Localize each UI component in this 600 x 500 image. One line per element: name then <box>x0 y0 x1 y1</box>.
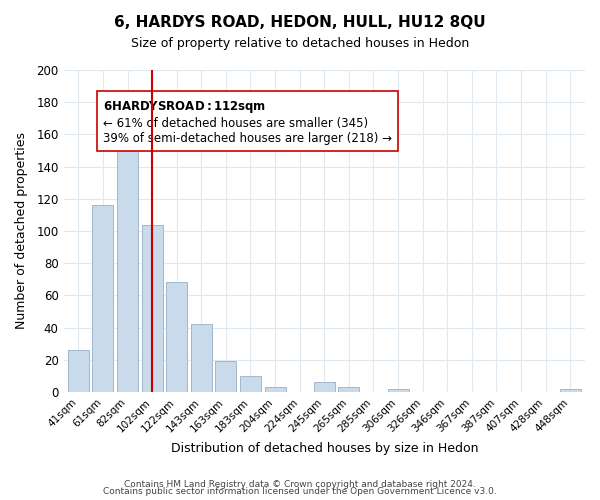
Text: Size of property relative to detached houses in Hedon: Size of property relative to detached ho… <box>131 38 469 51</box>
Text: Contains public sector information licensed under the Open Government Licence v3: Contains public sector information licen… <box>103 488 497 496</box>
Text: 6, HARDYS ROAD, HEDON, HULL, HU12 8QU: 6, HARDYS ROAD, HEDON, HULL, HU12 8QU <box>114 15 486 30</box>
Bar <box>265 387 286 392</box>
Bar <box>92 205 113 392</box>
Bar <box>338 387 359 392</box>
Bar <box>314 382 335 392</box>
Text: $\bf{6 HARDYS ROAD: 112sqm}$
← 61% of detached houses are smaller (345)
39% of s: $\bf{6 HARDYS ROAD: 112sqm}$ ← 61% of de… <box>103 99 392 145</box>
Bar <box>68 350 89 392</box>
Bar <box>560 388 581 392</box>
Bar <box>117 130 138 392</box>
X-axis label: Distribution of detached houses by size in Hedon: Distribution of detached houses by size … <box>170 442 478 455</box>
Y-axis label: Number of detached properties: Number of detached properties <box>15 132 28 330</box>
Bar <box>166 282 187 392</box>
Bar <box>142 224 163 392</box>
Text: Contains HM Land Registry data © Crown copyright and database right 2024.: Contains HM Land Registry data © Crown c… <box>124 480 476 489</box>
Bar <box>191 324 212 392</box>
Bar <box>215 362 236 392</box>
Bar <box>240 376 261 392</box>
Bar <box>388 388 409 392</box>
